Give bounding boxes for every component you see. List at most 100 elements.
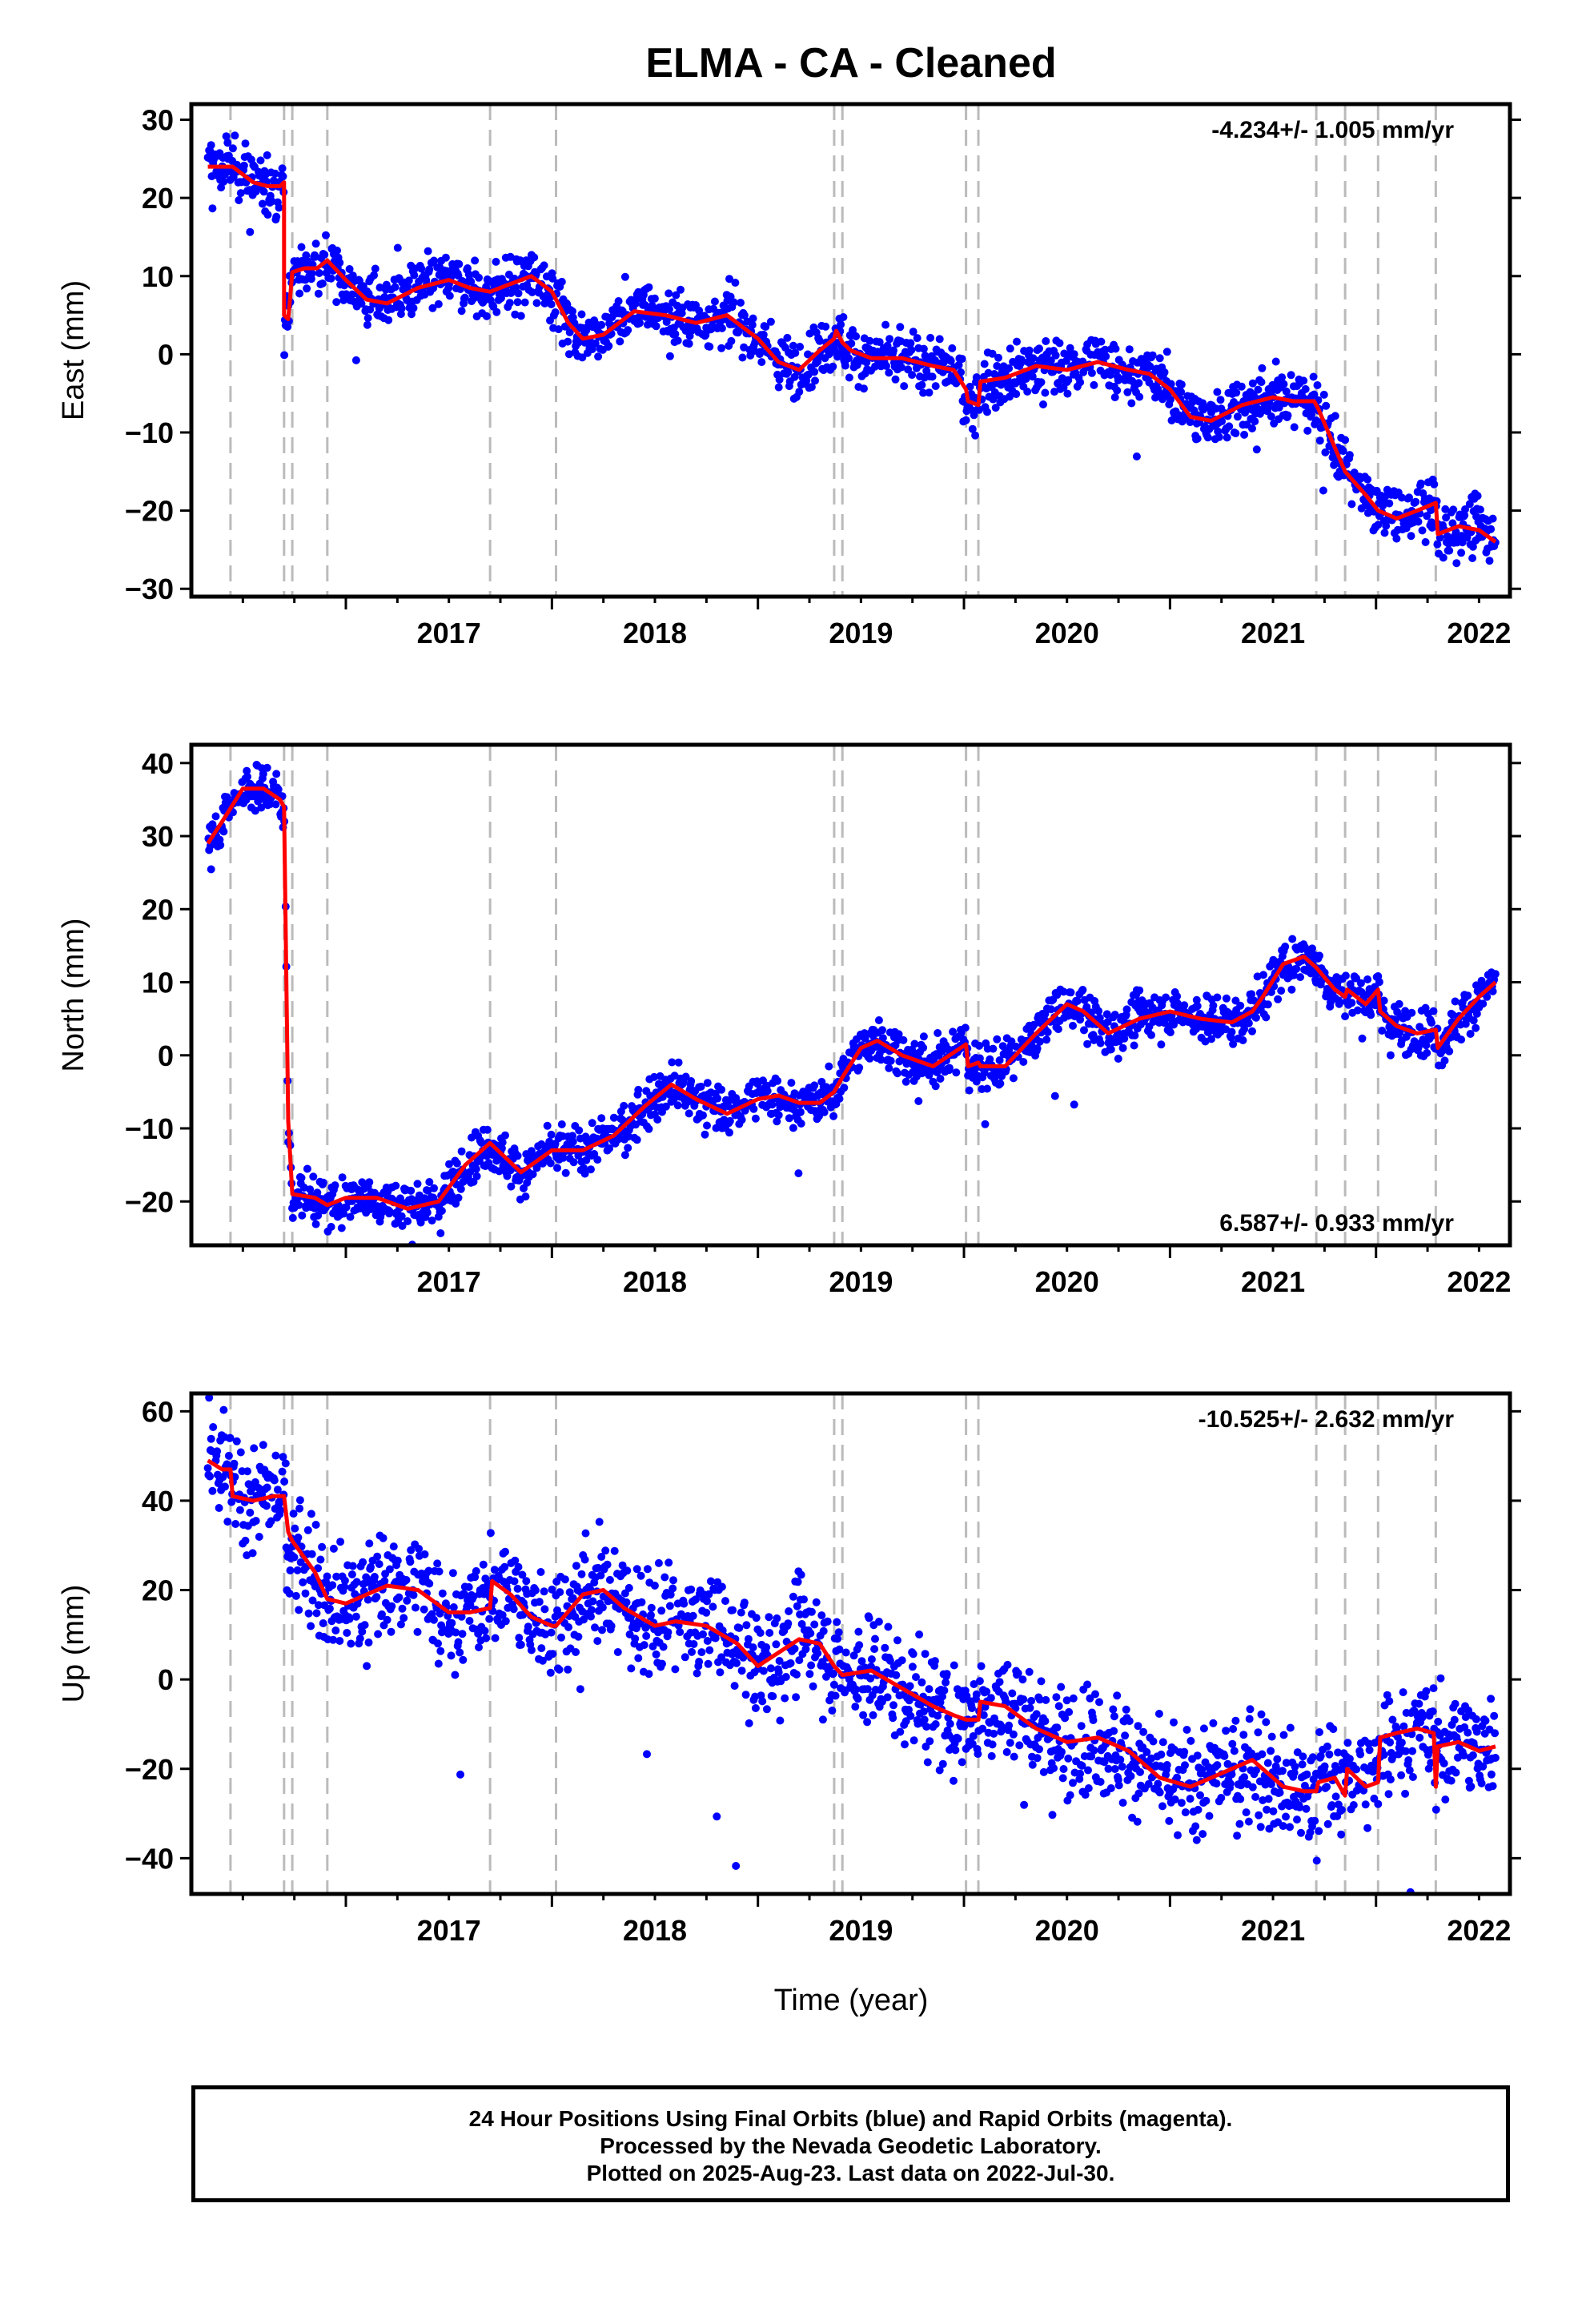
data-point <box>642 1631 651 1640</box>
data-point <box>685 1109 693 1118</box>
data-point <box>536 1568 545 1576</box>
data-point <box>311 1204 319 1212</box>
data-point <box>434 300 443 308</box>
data-point <box>901 1740 909 1749</box>
data-point <box>281 1459 290 1468</box>
data-point <box>763 1087 772 1096</box>
data-point <box>387 1602 396 1610</box>
data-point <box>213 1447 222 1456</box>
data-point <box>1084 1784 1093 1792</box>
y-tick-label: −10 <box>125 1112 174 1145</box>
data-point <box>1259 971 1267 979</box>
data-point <box>647 1603 656 1612</box>
data-point <box>561 1168 570 1177</box>
data-point <box>205 1393 214 1402</box>
data-point <box>673 336 682 345</box>
data-point <box>689 1611 697 1620</box>
data-point <box>634 1654 643 1663</box>
data-point <box>1157 1750 1166 1759</box>
data-point <box>433 1559 442 1568</box>
data-point <box>501 1547 509 1556</box>
data-point <box>1231 996 1240 1005</box>
data-point <box>1267 412 1275 420</box>
data-point <box>622 1598 631 1606</box>
data-point <box>1069 1021 1077 1030</box>
data-point <box>1313 381 1322 389</box>
data-point <box>331 1181 339 1190</box>
data-point <box>311 1220 320 1228</box>
data-point <box>830 346 839 355</box>
data-point <box>595 1518 604 1526</box>
data-point <box>1213 1761 1222 1770</box>
data-point <box>420 1605 428 1614</box>
data-point <box>925 1685 934 1694</box>
data-point <box>751 1704 760 1712</box>
data-point <box>636 319 644 328</box>
data-point <box>537 1644 546 1653</box>
data-point <box>863 1685 872 1694</box>
data-point <box>593 1637 602 1646</box>
data-point <box>733 1659 741 1667</box>
data-point <box>885 1656 894 1665</box>
data-point <box>1050 1092 1059 1100</box>
data-point <box>415 1545 424 1553</box>
data-point <box>1135 392 1144 401</box>
data-point <box>598 1603 607 1612</box>
data-point <box>878 1034 887 1043</box>
data-point <box>231 131 239 140</box>
data-point <box>841 1648 850 1657</box>
data-point <box>1005 364 1014 372</box>
data-point <box>448 1618 456 1627</box>
data-point <box>773 1117 781 1126</box>
data-point <box>820 1108 829 1116</box>
data-point <box>1054 1025 1062 1034</box>
data-point <box>472 1566 480 1575</box>
data-point <box>243 1467 251 1476</box>
data-point <box>479 1560 488 1569</box>
data-point <box>725 1128 733 1137</box>
data-point <box>1429 1007 1438 1015</box>
data-point <box>909 328 917 336</box>
data-point <box>774 383 783 392</box>
data-point <box>509 1605 518 1614</box>
data-point <box>643 1750 651 1759</box>
data-point <box>557 277 566 286</box>
data-point <box>671 1665 680 1674</box>
data-point <box>762 1705 771 1714</box>
data-point <box>1029 354 1038 363</box>
data-point <box>787 1079 796 1088</box>
data-point <box>998 1042 1007 1051</box>
data-point <box>954 360 963 369</box>
data-point <box>789 341 797 350</box>
y-tick-label: 30 <box>142 104 174 137</box>
data-point <box>1222 994 1231 1003</box>
data-point <box>257 803 266 812</box>
data-point <box>908 371 917 380</box>
data-point <box>965 1086 974 1095</box>
data-point <box>731 279 740 287</box>
data-point <box>528 1170 537 1179</box>
data-point <box>677 285 685 294</box>
data-points <box>204 761 1500 1245</box>
data-point <box>1048 1811 1057 1819</box>
data-point <box>1271 357 1280 366</box>
data-point <box>632 1136 641 1144</box>
data-point <box>889 1701 897 1710</box>
data-point <box>221 1482 229 1491</box>
data-point <box>1018 1675 1027 1684</box>
data-point <box>391 283 400 292</box>
data-point <box>271 1451 280 1460</box>
data-point <box>323 1572 331 1581</box>
data-point <box>1033 1044 1042 1053</box>
data-point <box>1130 1031 1139 1039</box>
data-point <box>632 1565 641 1574</box>
data-point <box>620 272 629 281</box>
data-point <box>223 1460 231 1469</box>
data-point <box>878 1026 886 1035</box>
data-point <box>280 351 289 360</box>
data-point <box>776 1716 785 1725</box>
data-point <box>605 1575 614 1584</box>
data-point <box>1222 1727 1231 1735</box>
data-point <box>359 1558 367 1566</box>
